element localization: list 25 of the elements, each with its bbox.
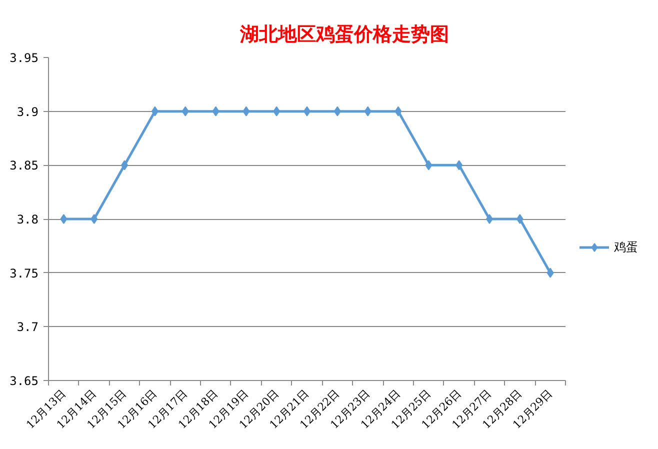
point	[151, 106, 158, 116]
point	[516, 214, 524, 224]
point	[60, 214, 68, 224]
legend-label: 鸡蛋	[614, 238, 638, 256]
point	[334, 106, 341, 116]
point	[546, 268, 554, 278]
y-tick-label: 3.75	[10, 266, 39, 280]
point	[456, 160, 463, 170]
point	[242, 106, 250, 116]
y-tick-label: 3.8	[16, 212, 39, 226]
point	[212, 106, 220, 116]
y-tick-label: 3.7	[16, 320, 39, 334]
y-tick-label: 3.85	[10, 158, 39, 173]
chart-title: 湖北地区鸡蛋价格走势图	[239, 24, 449, 46]
point	[364, 106, 372, 116]
y-tick-label: 3.65	[10, 374, 39, 388]
point	[182, 106, 189, 116]
point	[121, 160, 128, 170]
y-tick-label: 3.95	[10, 51, 39, 65]
point	[90, 214, 98, 224]
point	[394, 106, 402, 116]
point	[486, 214, 493, 224]
point	[273, 106, 280, 116]
y-tick-label: 3.9	[16, 104, 39, 119]
point	[425, 160, 432, 170]
